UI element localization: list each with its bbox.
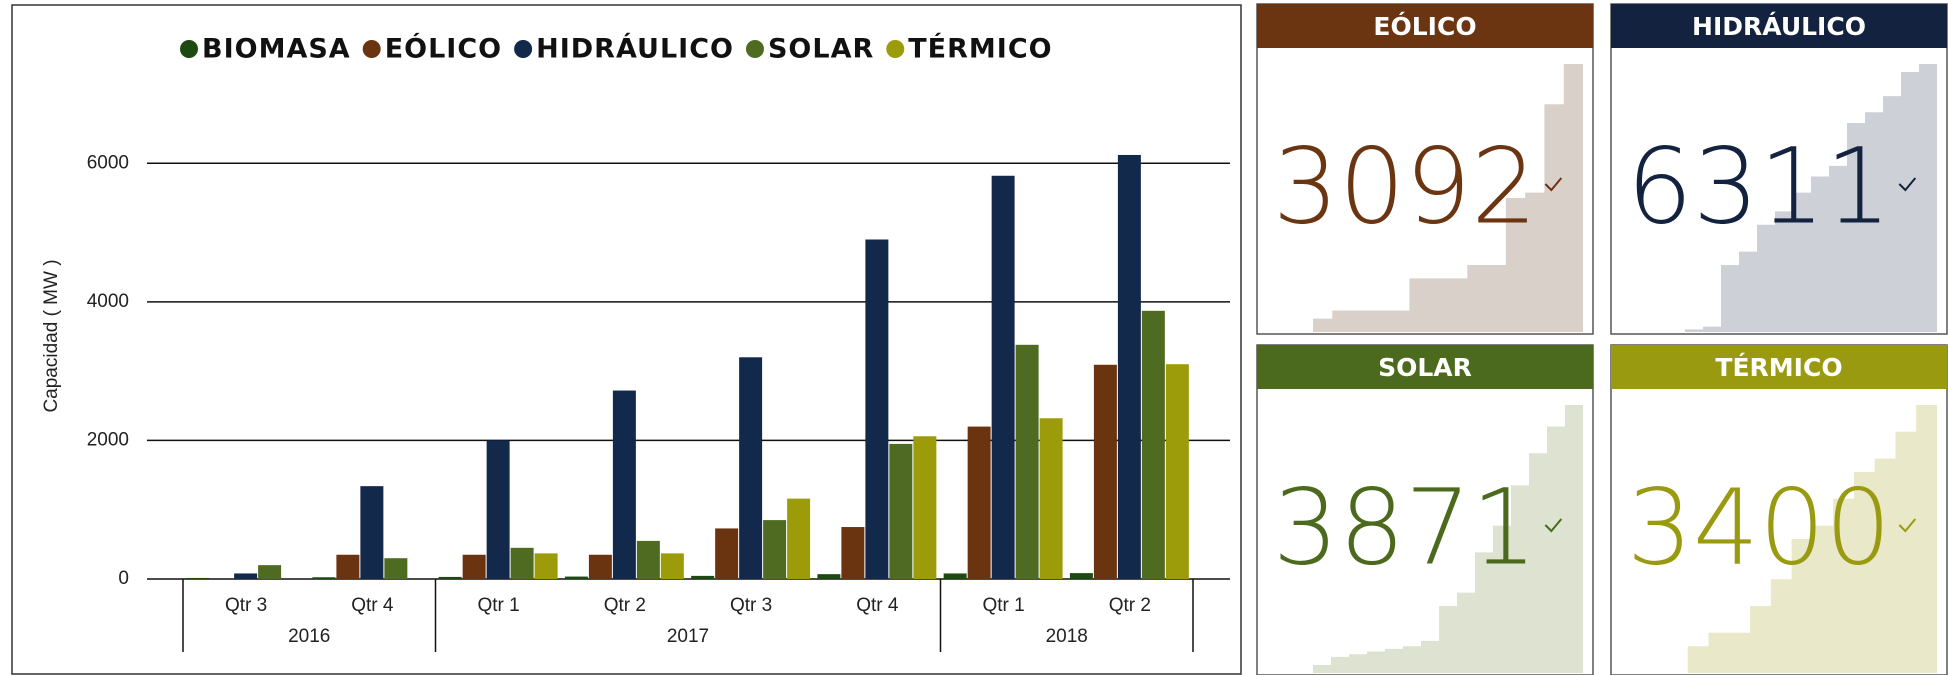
legend-label: HIDRÁULICO: [536, 33, 734, 65]
bar: [1015, 344, 1039, 579]
legend-label: SOLAR: [768, 34, 874, 65]
y-axis-label: Capacidad ( MW ): [41, 259, 62, 412]
kpi-value: 6311: [1627, 125, 1892, 247]
bar: [1069, 573, 1093, 579]
bar: [360, 486, 384, 579]
bar: [691, 575, 715, 579]
legend-marker: [180, 40, 198, 58]
bar: [336, 554, 360, 579]
check-icon: [1544, 177, 1563, 192]
bar: [763, 520, 787, 579]
bar: [636, 540, 660, 579]
x-tick-label: Qtr 1: [983, 595, 1025, 616]
x-tick-label: Qtr 2: [604, 595, 646, 616]
bar: [1141, 310, 1165, 579]
bar: [865, 239, 889, 579]
kpi-value: 3400: [1627, 466, 1892, 588]
kpi-header: [1257, 345, 1593, 389]
x-group-label: 2018: [1046, 626, 1088, 647]
legend-label: EÓLICO: [385, 33, 502, 65]
bar: [438, 576, 462, 579]
y-tick-label: 6000: [87, 152, 129, 173]
bar: [462, 554, 486, 579]
kpi-sparkline: [1313, 405, 1583, 673]
bar: [660, 553, 684, 579]
bar: [186, 577, 210, 579]
check-icon: [1898, 518, 1917, 533]
bar: [715, 528, 739, 579]
x-group-label: 2016: [288, 626, 330, 647]
bar: [913, 436, 937, 579]
bar: [258, 565, 282, 579]
kpi-header: [1611, 4, 1947, 48]
bar: [817, 574, 841, 579]
x-tick-label: Qtr 4: [856, 595, 899, 616]
x-tick-label: Qtr 3: [225, 595, 267, 616]
legend-marker: [886, 40, 905, 58]
kpi-title: HIDRÁULICO: [1692, 12, 1866, 41]
y-tick-label: 4000: [87, 291, 129, 312]
bar: [612, 390, 636, 579]
bar: [1093, 364, 1117, 579]
legend-marker: [362, 40, 381, 58]
bar: [564, 576, 588, 579]
kpi-sparkline: [1667, 405, 1937, 673]
bar: [943, 573, 967, 579]
bar: [1165, 364, 1189, 579]
x-tick-label: Qtr 4: [351, 595, 394, 616]
x-tick-label: Qtr 1: [478, 595, 520, 616]
x-group-label: 2017: [667, 626, 709, 647]
check-icon: [1898, 177, 1917, 192]
kpi-value: 3871: [1273, 466, 1538, 588]
check-icon: [1544, 518, 1563, 533]
bar: [312, 577, 336, 579]
kpi-header: [1611, 345, 1947, 389]
bar: [841, 527, 865, 579]
bar: [739, 357, 763, 579]
x-tick-label: Qtr 2: [1109, 595, 1151, 616]
kpi-title: EÓLICO: [1373, 11, 1476, 41]
kpi-sparkline: [1313, 64, 1583, 332]
chart-frame: [11, 4, 1242, 675]
legend-marker: [514, 40, 533, 58]
bar: [787, 498, 811, 579]
bar: [991, 175, 1015, 579]
bar: [1039, 418, 1063, 579]
x-tick-label: Qtr 3: [730, 595, 772, 616]
kpi-header: [1257, 4, 1593, 48]
bar: [384, 558, 408, 579]
legend-label: TÉRMICO: [908, 33, 1052, 65]
kpi-title: SOLAR: [1378, 353, 1472, 382]
bar: [486, 440, 510, 579]
kpi-value: 3092: [1273, 125, 1538, 247]
legend-label: BIOMASA: [202, 34, 351, 65]
bar: [534, 553, 558, 579]
bar: [234, 573, 258, 579]
bar: [1117, 154, 1141, 579]
bar: [588, 554, 612, 579]
kpi-sparkline: [1667, 64, 1937, 332]
legend-marker: [745, 40, 764, 58]
kpi-title: TÉRMICO: [1715, 353, 1842, 382]
bar: [889, 443, 913, 579]
bar: [510, 547, 534, 579]
y-tick-label: 2000: [87, 429, 129, 450]
y-tick-label: 0: [118, 568, 129, 589]
bar: [967, 426, 991, 579]
